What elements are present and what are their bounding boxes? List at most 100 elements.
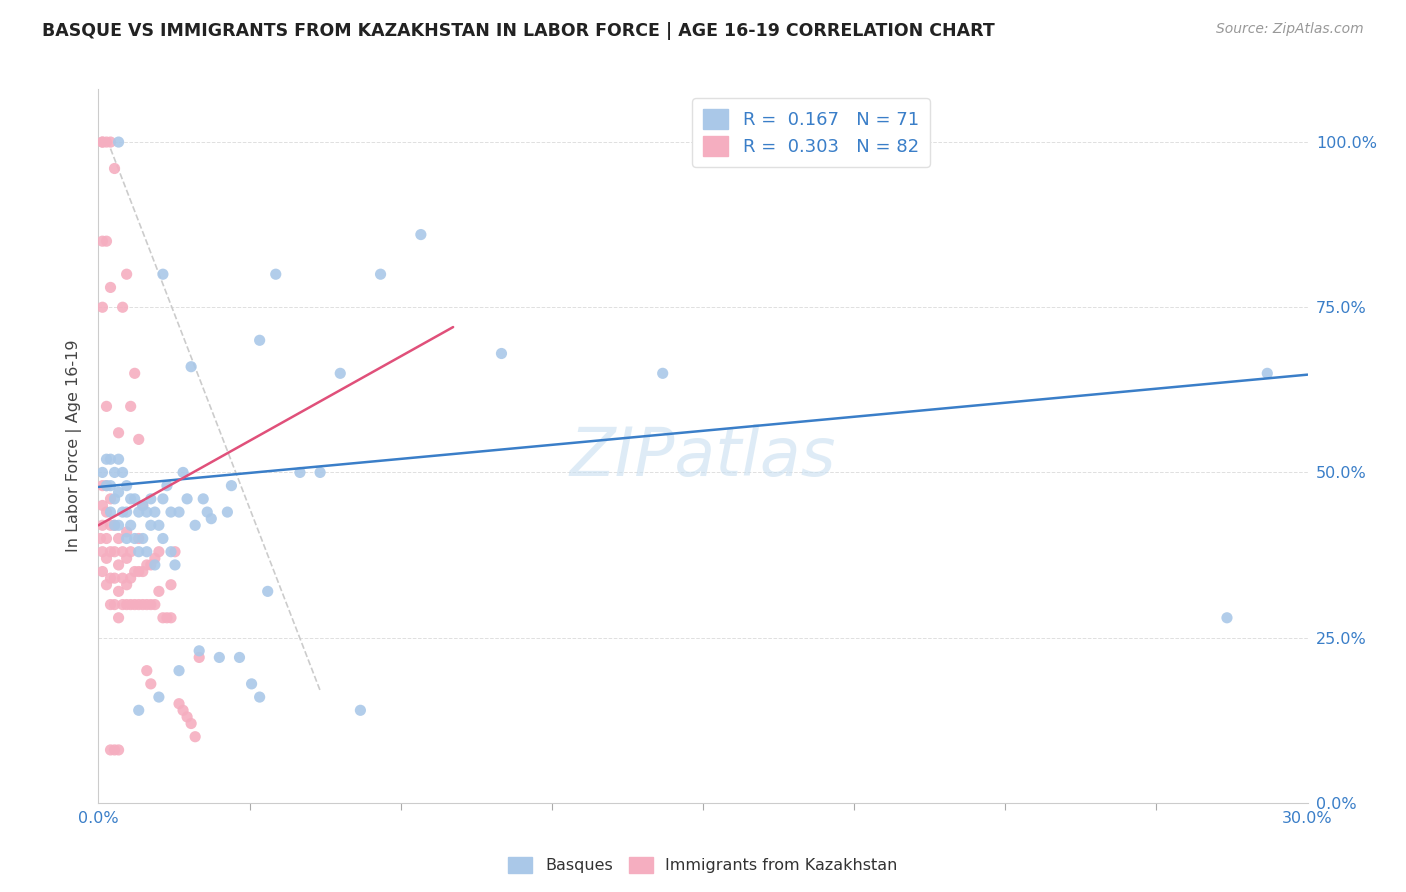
Point <box>128 433 150 447</box>
Point <box>217 505 239 519</box>
Point <box>200 511 222 525</box>
Point <box>100 505 122 519</box>
Point <box>103 491 125 506</box>
Point <box>160 545 183 559</box>
Point <box>120 571 142 585</box>
Point <box>120 400 142 414</box>
Point <box>124 598 146 612</box>
Point <box>132 598 155 612</box>
Point <box>111 598 134 612</box>
Point <box>167 664 190 678</box>
Point <box>135 505 157 519</box>
Point <box>96 135 118 149</box>
Point <box>135 545 157 559</box>
Point <box>124 565 146 579</box>
Point <box>91 545 114 559</box>
Point <box>107 452 129 467</box>
Point <box>115 267 138 281</box>
Point <box>91 300 114 314</box>
Point <box>100 491 122 506</box>
Text: Source: ZipAtlas.com: Source: ZipAtlas.com <box>1216 22 1364 37</box>
Point <box>124 532 146 546</box>
Point <box>100 478 122 492</box>
Point <box>91 135 114 149</box>
Y-axis label: In Labor Force | Age 16-19: In Labor Force | Age 16-19 <box>66 340 83 552</box>
Point <box>115 524 138 539</box>
Point <box>135 558 157 572</box>
Point <box>152 267 174 281</box>
Point <box>143 505 166 519</box>
Point <box>172 466 194 480</box>
Point <box>103 571 125 585</box>
Point <box>163 558 186 572</box>
Point <box>143 598 166 612</box>
Point <box>156 478 179 492</box>
Point <box>176 491 198 506</box>
Point <box>139 491 162 506</box>
Point <box>96 478 118 492</box>
Point <box>100 571 122 585</box>
Point <box>100 452 122 467</box>
Point <box>107 743 129 757</box>
Point <box>370 267 392 281</box>
Point <box>120 598 142 612</box>
Point <box>491 346 513 360</box>
Point <box>91 518 114 533</box>
Point <box>240 677 263 691</box>
Point <box>152 611 174 625</box>
Point <box>124 491 146 506</box>
Point <box>91 135 114 149</box>
Point <box>96 400 118 414</box>
Point <box>111 300 134 314</box>
Point <box>180 359 202 374</box>
Point <box>167 505 190 519</box>
Point <box>128 532 150 546</box>
Point <box>172 703 194 717</box>
Point <box>111 571 134 585</box>
Point <box>132 565 155 579</box>
Point <box>132 499 155 513</box>
Point <box>184 730 207 744</box>
Point <box>100 545 122 559</box>
Point <box>128 565 150 579</box>
Point <box>132 499 155 513</box>
Point <box>143 551 166 566</box>
Point <box>115 505 138 519</box>
Point <box>91 234 114 248</box>
Point <box>96 505 118 519</box>
Point <box>96 478 118 492</box>
Point <box>160 578 183 592</box>
Point <box>135 664 157 678</box>
Point <box>167 697 190 711</box>
Point <box>409 227 432 242</box>
Point <box>107 425 129 440</box>
Point <box>256 584 278 599</box>
Point <box>163 545 186 559</box>
Point <box>128 545 150 559</box>
Point <box>111 545 134 559</box>
Point <box>107 611 129 625</box>
Point <box>96 532 118 546</box>
Point <box>143 558 166 572</box>
Text: BASQUE VS IMMIGRANTS FROM KAZAKHSTAN IN LABOR FORCE | AGE 16-19 CORRELATION CHAR: BASQUE VS IMMIGRANTS FROM KAZAKHSTAN IN … <box>42 22 995 40</box>
Point <box>103 518 125 533</box>
Point <box>249 690 271 704</box>
Point <box>120 491 142 506</box>
Point <box>193 491 215 506</box>
Point <box>115 598 138 612</box>
Point <box>107 584 129 599</box>
Text: ZIPatlas: ZIPatlas <box>569 424 837 490</box>
Point <box>208 650 231 665</box>
Point <box>148 518 170 533</box>
Point <box>249 333 271 347</box>
Point <box>103 545 125 559</box>
Point <box>188 650 211 665</box>
Point <box>107 135 129 149</box>
Point <box>228 650 250 665</box>
Point <box>221 478 243 492</box>
Point <box>160 505 183 519</box>
Point <box>96 234 118 248</box>
Point <box>103 518 125 533</box>
Point <box>115 532 138 546</box>
Point <box>1216 611 1239 625</box>
